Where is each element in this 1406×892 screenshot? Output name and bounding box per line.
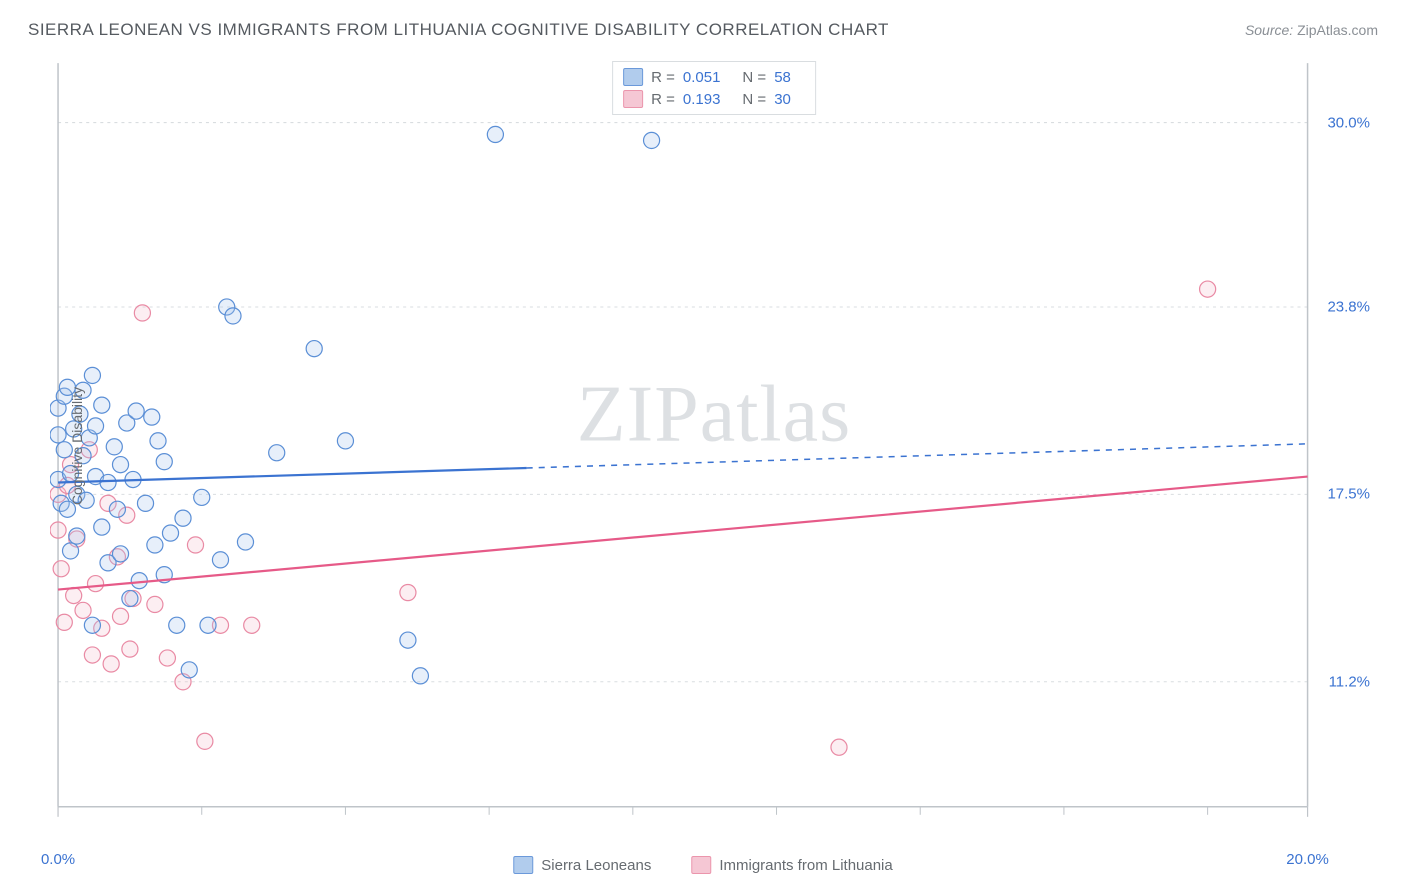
data-point [112,457,128,473]
data-point [122,590,138,606]
legend-stats: R = 0.051 N = 58 R = 0.193 N = 30 [612,61,816,115]
data-point [150,433,166,449]
y-tick-label: 30.0% [1327,114,1370,131]
legend-item: Immigrants from Lithuania [691,856,892,874]
data-point [212,552,228,568]
data-point [147,537,163,553]
scatter-chart [50,55,1378,837]
legend-r-label: R = [651,69,675,86]
y-tick-label: 23.8% [1327,298,1370,315]
legend-series: Sierra Leoneans Immigrants from Lithuania [513,856,892,874]
data-point [187,537,203,553]
data-point [197,733,213,749]
legend-n-value: 58 [774,69,791,86]
data-point [156,454,172,470]
data-point [87,418,103,434]
data-point [128,403,144,419]
legend-label: Sierra Leoneans [541,857,651,874]
data-point [103,656,119,672]
data-point [244,617,260,633]
legend-label: Immigrants from Lithuania [719,857,892,874]
legend-stats-row: R = 0.051 N = 58 [623,66,805,88]
y-axis-label: Cognitive Disability [69,387,85,505]
legend-n-value: 30 [774,91,791,108]
legend-stats-row: R = 0.193 N = 30 [623,88,805,110]
y-tick-label: 11.2% [1329,673,1370,690]
data-point [56,614,72,630]
data-point [237,534,253,550]
data-point [400,584,416,600]
legend-item: Sierra Leoneans [513,856,651,874]
data-point [200,617,216,633]
data-point [84,647,100,663]
data-point [159,650,175,666]
data-point [400,632,416,648]
trend-line [58,477,1308,590]
data-point [134,305,150,321]
data-point [53,561,69,577]
data-point [100,474,116,490]
data-point [122,641,138,657]
data-point [644,132,660,148]
title-row: SIERRA LEONEAN VS IMMIGRANTS FROM LITHUA… [28,20,1378,40]
data-point [84,617,100,633]
legend-r-value: 0.193 [683,91,721,108]
data-point [144,409,160,425]
data-point [1200,281,1216,297]
legend-swatch [513,856,533,874]
data-point [75,602,91,618]
data-point [106,439,122,455]
data-point [175,510,191,526]
data-point [831,739,847,755]
trend-line-dashed [527,444,1308,468]
data-point [94,519,110,535]
data-point [94,397,110,413]
source: Source: ZipAtlas.com [1245,22,1378,38]
data-point [62,543,78,559]
y-tick-label: 17.5% [1327,486,1370,503]
legend-r-label: R = [651,91,675,108]
data-point [50,522,66,538]
data-point [147,596,163,612]
legend-swatch [623,90,643,108]
data-point [269,445,285,461]
x-tick-label: 20.0% [1286,851,1329,868]
data-point [50,427,66,443]
legend-swatch [623,68,643,86]
legend-n-label: N = [742,69,766,86]
data-point [137,495,153,511]
source-name: ZipAtlas.com [1297,22,1378,38]
data-point [87,576,103,592]
data-point [66,587,82,603]
data-point [194,489,210,505]
x-tick-label: 0.0% [41,851,75,868]
chart-title: SIERRA LEONEAN VS IMMIGRANTS FROM LITHUA… [28,20,889,40]
data-point [69,528,85,544]
data-point [84,367,100,383]
legend-n-label: N = [742,91,766,108]
data-point [337,433,353,449]
legend-r-value: 0.051 [683,69,721,86]
data-point [181,662,197,678]
plot-area: Cognitive Disability ZIPatlas R =0.051N … [50,55,1378,837]
data-point [162,525,178,541]
data-point [112,546,128,562]
data-point [487,126,503,142]
data-point [109,501,125,517]
legend-swatch [691,856,711,874]
data-point [169,617,185,633]
data-point [112,608,128,624]
source-prefix: Source: [1245,22,1293,38]
data-point [412,668,428,684]
data-point [225,308,241,324]
data-point [306,341,322,357]
